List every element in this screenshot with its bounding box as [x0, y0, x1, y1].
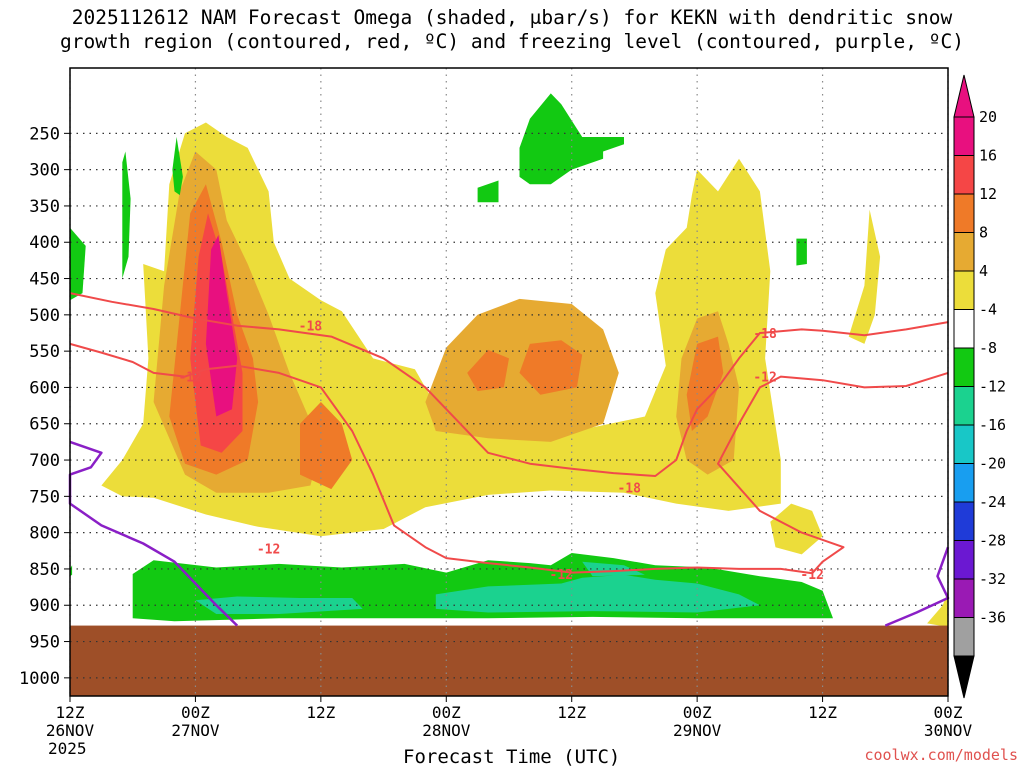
y-tick-label: 450 [29, 270, 60, 290]
colorbar-segment [953, 578, 975, 618]
colorbar-label: 8 [979, 224, 988, 242]
omega-shade-plus4-upper [848, 209, 881, 344]
y-tick-label: 850 [29, 560, 60, 580]
x-tick-date: 28NOV [422, 721, 471, 740]
omega-shade-minus4-b [122, 151, 131, 279]
omega-shade-minus4-f [796, 238, 807, 266]
colorbar-label: 20 [979, 108, 997, 126]
omega-shade-plus20 [205, 235, 238, 417]
omega-shade-minus4-d [477, 180, 499, 203]
colorbar-label: 12 [979, 185, 997, 203]
y-tick-label: 750 [29, 487, 60, 507]
colorbar-segment [953, 347, 975, 387]
omega-shade-plus4-edge [927, 590, 948, 627]
title-line1: 2025112612 NAM Forecast Omega (shaded, μ… [71, 6, 953, 29]
omega-shade-minus4-a [70, 227, 86, 301]
colorbar-label: -36 [979, 609, 1006, 627]
x-tick-date: 29NOV [673, 721, 722, 740]
colorbar-label: -16 [979, 416, 1006, 434]
contour-label: -12 [257, 543, 280, 558]
colorbar-label: -32 [979, 570, 1006, 588]
y-tick-label: 700 [29, 451, 60, 471]
colorbar-segment [953, 193, 975, 233]
colorbar-label: -28 [979, 532, 1006, 550]
y-tick-label: 250 [29, 124, 60, 144]
contour-label: -18 [299, 320, 323, 335]
omega-shade-plus12-b [300, 402, 353, 490]
colorbar-segment [953, 270, 975, 310]
omega-shade-plus12-e [686, 336, 724, 431]
colorbar-label: -8 [979, 339, 997, 357]
x-tick-date: 30NOV [924, 721, 973, 740]
colorbar-label: 4 [979, 262, 988, 280]
colorbar-segment [953, 155, 975, 195]
contour-minus18 [69, 292, 949, 477]
y-tick-label: 600 [29, 378, 60, 398]
colorbar-bottom-arrow [953, 655, 975, 699]
omega-shade-minus4-e [519, 93, 624, 185]
y-tick-label: 1000 [19, 669, 60, 689]
y-tick-label: 650 [29, 415, 60, 435]
y-tick-label: 900 [29, 596, 60, 616]
colorbar-segment [953, 232, 975, 272]
omega-shade-plus12-c [467, 349, 509, 392]
colorbar-label: 16 [979, 147, 997, 165]
x-tick-label: 00Z [934, 703, 963, 722]
contour-label: -12 [550, 568, 573, 583]
y-tick-label: 500 [29, 306, 60, 326]
colorbar-segment [953, 617, 975, 657]
colorbar-segment [953, 501, 975, 541]
y-tick-label: 950 [29, 633, 60, 653]
colorbar-label: -20 [979, 455, 1006, 473]
x-axis-label: Forecast Time (UTC) [403, 746, 621, 768]
year-label: 2025 [48, 739, 87, 758]
y-tick-label: 350 [29, 197, 60, 217]
contour-label: -12 [753, 371, 776, 386]
y-tick-label: 300 [29, 161, 60, 181]
watermark: coolwx.com/models [864, 746, 1018, 764]
colorbar-segment [953, 116, 975, 156]
x-tick-label: 12Z [808, 703, 837, 722]
omega-shade-minus4-c [172, 137, 183, 196]
y-tick-label: 800 [29, 524, 60, 544]
contour-minus12 [69, 342, 949, 575]
colorbar-label: -4 [979, 301, 997, 319]
x-tick-label: 00Z [683, 703, 712, 722]
contour-label: -18 [617, 482, 641, 497]
plot-frame [69, 67, 949, 697]
y-tick-label: 400 [29, 233, 60, 253]
chart-title: 2025112612 NAM Forecast Omega (shaded, μ… [0, 6, 1024, 54]
colorbar-top-arrow [953, 74, 975, 118]
ground-below-surface [70, 625, 948, 696]
contour-label: -12 [178, 371, 201, 386]
x-tick-date: 27NOV [171, 721, 220, 740]
x-tick-label: 12Z [557, 703, 586, 722]
omega-shade-minus8-b [435, 574, 760, 613]
contour-label: -18 [753, 327, 777, 342]
contour-label: -12 [800, 568, 823, 583]
title-line2: growth region (contoured, red, ºC) and f… [60, 30, 964, 53]
colorbar-label: -24 [979, 493, 1006, 511]
freezing-level-contour [68, 440, 239, 627]
colorbar-segment [953, 309, 975, 349]
colorbar-segment [953, 386, 975, 426]
x-tick-label: 12Z [306, 703, 335, 722]
y-tick-label: 550 [29, 342, 60, 362]
colorbar-segment [953, 463, 975, 503]
x-tick-label: 00Z [181, 703, 210, 722]
colorbar-segment [953, 540, 975, 580]
omega-shade-plus12-d [519, 340, 583, 395]
colorbar-segment [953, 424, 975, 464]
x-tick-label: 00Z [432, 703, 461, 722]
colorbar-label: -12 [979, 378, 1006, 396]
x-tick-label: 12Z [56, 703, 85, 722]
x-tick-date: 26NOV [46, 721, 95, 740]
